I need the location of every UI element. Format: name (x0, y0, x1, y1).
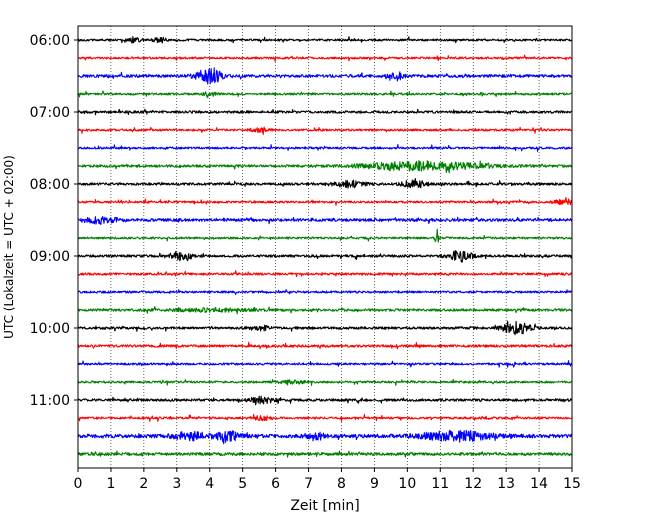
seismogram-trace (77, 341, 573, 350)
x-tick-label: 13 (497, 476, 515, 492)
x-tick-label: 12 (464, 476, 482, 492)
seismogram-trace (77, 216, 573, 225)
x-tick-label: 0 (74, 476, 83, 492)
x-tick-label: 14 (530, 476, 548, 492)
seismogram-trace (77, 126, 573, 136)
seismogram-trace (77, 177, 573, 189)
seismogram-trace (77, 160, 573, 174)
seismogram-trace (77, 54, 573, 62)
seismogram-trace (77, 289, 573, 296)
x-tick-label: 7 (304, 476, 313, 492)
seismogram-trace (77, 197, 573, 206)
y-tick-label: 06:00 (30, 33, 70, 49)
y-axis-ticks: 06:00 07:00 08:00 09:00 10:00 11:00 (30, 33, 78, 409)
plot-frame (77, 25, 573, 469)
seismogram-trace (77, 395, 573, 406)
seismogram-traces (77, 36, 573, 458)
y-tick-label: 11:00 (30, 393, 70, 409)
x-axis-ticks: 0 1 2 3 4 5 6 7 8 9 10 11 12 13 14 15 (74, 468, 581, 492)
seismogram-trace (77, 320, 573, 336)
x-tick-label: 2 (139, 476, 148, 492)
x-tick-label: 6 (271, 476, 280, 492)
x-tick-label: 1 (106, 476, 115, 492)
x-tick-label: 15 (563, 476, 581, 492)
seismogram-trace (77, 450, 573, 458)
x-tick-label: 8 (337, 476, 346, 492)
y-tick-label: 07:00 (30, 105, 70, 121)
y-tick-label: 10:00 (30, 321, 70, 337)
x-axis-label: Zeit [min] (290, 498, 359, 514)
x-tick-label: 10 (398, 476, 416, 492)
seismogram-trace (77, 108, 573, 116)
x-tick-label: 5 (238, 476, 247, 492)
seismogram-trace (77, 360, 573, 368)
seismogram-trace (77, 67, 573, 85)
seismogram-trace (77, 228, 573, 243)
grid-lines (110, 26, 540, 468)
seismogram-trace (77, 36, 573, 44)
seismogram-trace (77, 90, 573, 99)
seismogram-trace (77, 429, 573, 445)
seismogram-trace (77, 250, 573, 263)
x-tick-label: 3 (172, 476, 181, 492)
seismogram-trace (77, 379, 573, 386)
seismogram-trace (77, 306, 573, 315)
seismogram-trace (77, 270, 573, 278)
y-axis-label: UTC (Lokalzeit = UTC + 02:00) (2, 155, 16, 339)
x-tick-label: 9 (370, 476, 379, 492)
seismogram-trace (77, 144, 573, 152)
y-tick-label: 08:00 (30, 177, 70, 193)
seismogram-trace (77, 413, 573, 422)
x-tick-label: 11 (431, 476, 449, 492)
x-tick-label: 4 (205, 476, 214, 492)
y-tick-label: 09:00 (30, 249, 70, 265)
